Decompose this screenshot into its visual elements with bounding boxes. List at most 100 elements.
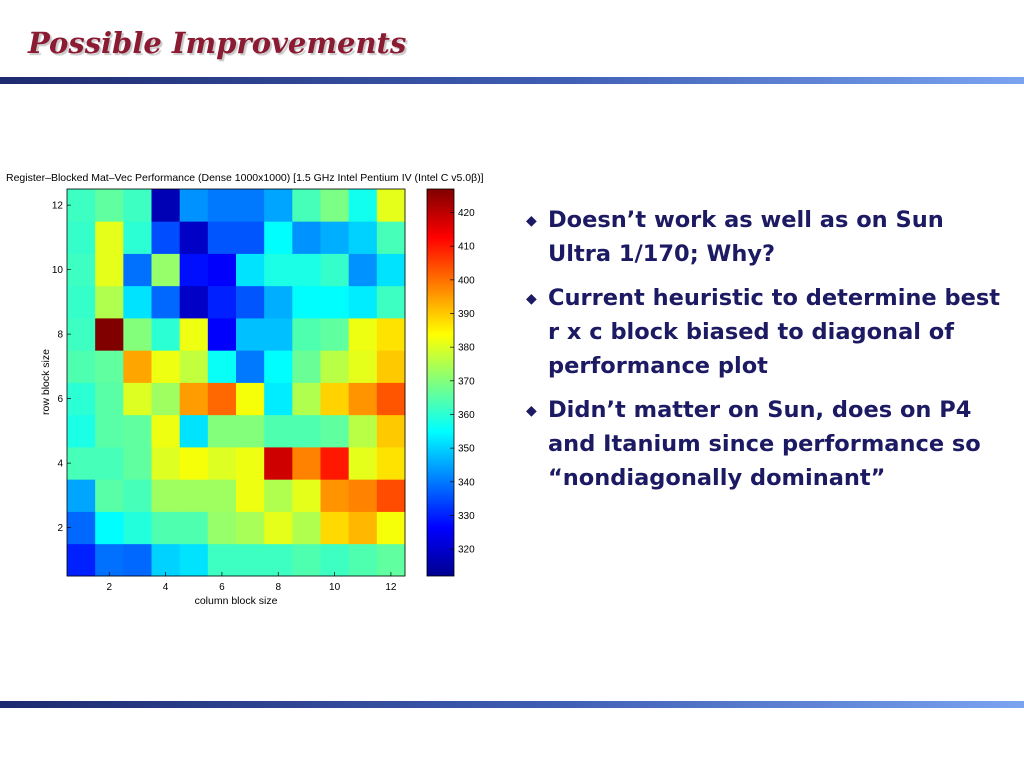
heatmap-cell — [95, 543, 124, 577]
colorbar-tick-label: 370 — [458, 376, 475, 387]
x-axis-label: column block size — [195, 595, 278, 607]
heatmap-cell — [67, 511, 96, 545]
heatmap-cell — [320, 479, 350, 512]
heatmap-cell — [207, 447, 237, 480]
heatmap-cell — [320, 382, 350, 416]
heatmap-cell — [320, 318, 350, 351]
heatmap-cell — [123, 447, 152, 480]
bullet-item: ◆ Doesn’t work as well as on Sun Ultra 1/… — [522, 203, 1002, 271]
heatmap-cell — [179, 447, 209, 480]
heatmap-cell — [179, 414, 209, 448]
slide-title: Possible Improvements — [28, 26, 407, 60]
heatmap-cell — [264, 382, 293, 416]
heatmap-cell — [264, 253, 293, 287]
heatmap-cell — [320, 253, 350, 287]
plot-frame — [66, 188, 406, 577]
colorbar-tick-label: 360 — [458, 410, 475, 421]
heatmap-cell — [292, 447, 321, 480]
heatmap-cell — [236, 414, 265, 448]
heatmap-cell — [123, 189, 152, 222]
heatmap-cell — [264, 543, 293, 577]
heatmap-cell — [264, 221, 293, 254]
y-tick-label: 6 — [57, 394, 63, 405]
x-tick-label: 4 — [163, 582, 169, 593]
heatmap-cell — [348, 479, 378, 512]
heatmap-cell — [292, 479, 321, 512]
heatmap-cell — [236, 318, 265, 351]
heatmap-cell — [292, 350, 321, 383]
colorbar-tick-label: 390 — [458, 309, 475, 320]
heatmap-cell — [236, 285, 265, 319]
heatmap-cell — [207, 382, 237, 416]
heatmap-cell — [376, 511, 406, 545]
heatmap-cell — [207, 479, 237, 512]
heatmap-cell — [376, 221, 406, 254]
heatmap-cell — [123, 350, 152, 383]
heatmap-cell — [264, 350, 293, 383]
heatmap-cell — [95, 382, 124, 416]
heatmap-cell — [67, 447, 96, 480]
heatmap-cell — [348, 253, 378, 287]
heatmap-cell — [292, 189, 321, 222]
heatmap-cell — [95, 414, 124, 448]
heatmap-cell — [264, 414, 293, 448]
heatmap-cell — [348, 382, 378, 416]
heatmap-cell — [292, 253, 321, 287]
heatmap-cell — [264, 479, 293, 512]
heatmap-cell — [179, 285, 209, 319]
heatmap-cell — [236, 511, 265, 545]
diamond-bullet-icon: ◆ — [526, 291, 537, 307]
heatmap-cell — [179, 189, 209, 222]
bullet-item: ◆ Current heuristic to determine best r x… — [522, 281, 1002, 383]
heatmap-cell — [320, 285, 350, 319]
heatmap-cell — [348, 414, 378, 448]
heatmap-cell — [207, 221, 237, 254]
heatmap-cell — [320, 189, 350, 222]
diamond-bullet-icon: ◆ — [526, 213, 537, 229]
heatmap-cell — [151, 221, 181, 254]
heatmap-cell — [376, 318, 406, 351]
heatmap-cell — [292, 382, 321, 416]
heatmap-cell — [207, 543, 237, 577]
heatmap-cell — [348, 318, 378, 351]
heatmap-cell — [376, 189, 406, 222]
heatmap-cell — [67, 285, 96, 319]
heatmap-cell — [376, 253, 406, 287]
y-tick-label: 2 — [57, 523, 63, 534]
y-tick-label: 8 — [57, 330, 63, 341]
top-divider — [0, 77, 1024, 84]
heatmap-cell — [348, 543, 378, 577]
heatmap-cell — [151, 543, 181, 577]
colorbar-tick-label: 330 — [458, 511, 475, 522]
heatmap-cell — [348, 511, 378, 545]
colorbar-tick-label: 410 — [458, 242, 475, 253]
heatmap-cell — [236, 382, 265, 416]
heatmap-cell — [151, 382, 181, 416]
heatmap-cell — [179, 221, 209, 254]
colorbar-tick-label: 400 — [458, 275, 475, 286]
heatmap-cell — [292, 221, 321, 254]
bottom-divider — [0, 701, 1024, 708]
heatmap-cell — [179, 479, 209, 512]
heatmap-cell — [236, 479, 265, 512]
heatmap-cell — [67, 414, 96, 448]
colorbar-tick-label: 380 — [458, 343, 475, 354]
colorbar-tick-label: 340 — [458, 477, 475, 488]
bullet-text: Didn’t matter on Sun, does on P4 and Ita… — [548, 397, 981, 491]
heatmap-cell — [236, 189, 265, 222]
heatmap-cell — [376, 414, 406, 448]
y-tick-label: 10 — [52, 265, 64, 276]
heatmap-cell — [123, 543, 152, 577]
heatmap-cell — [207, 414, 237, 448]
heatmap-cell — [236, 350, 265, 383]
heatmap-cell — [348, 350, 378, 383]
heatmap-cell — [179, 511, 209, 545]
colorbar — [426, 188, 455, 577]
colorbar-tick-label: 320 — [458, 545, 475, 556]
heatmap-cell — [320, 543, 350, 577]
heatmap-cell — [292, 318, 321, 351]
heatmap-cell — [151, 479, 181, 512]
heatmap-cell — [123, 221, 152, 254]
heatmap-cell — [151, 285, 181, 319]
heatmap-cell — [207, 511, 237, 545]
